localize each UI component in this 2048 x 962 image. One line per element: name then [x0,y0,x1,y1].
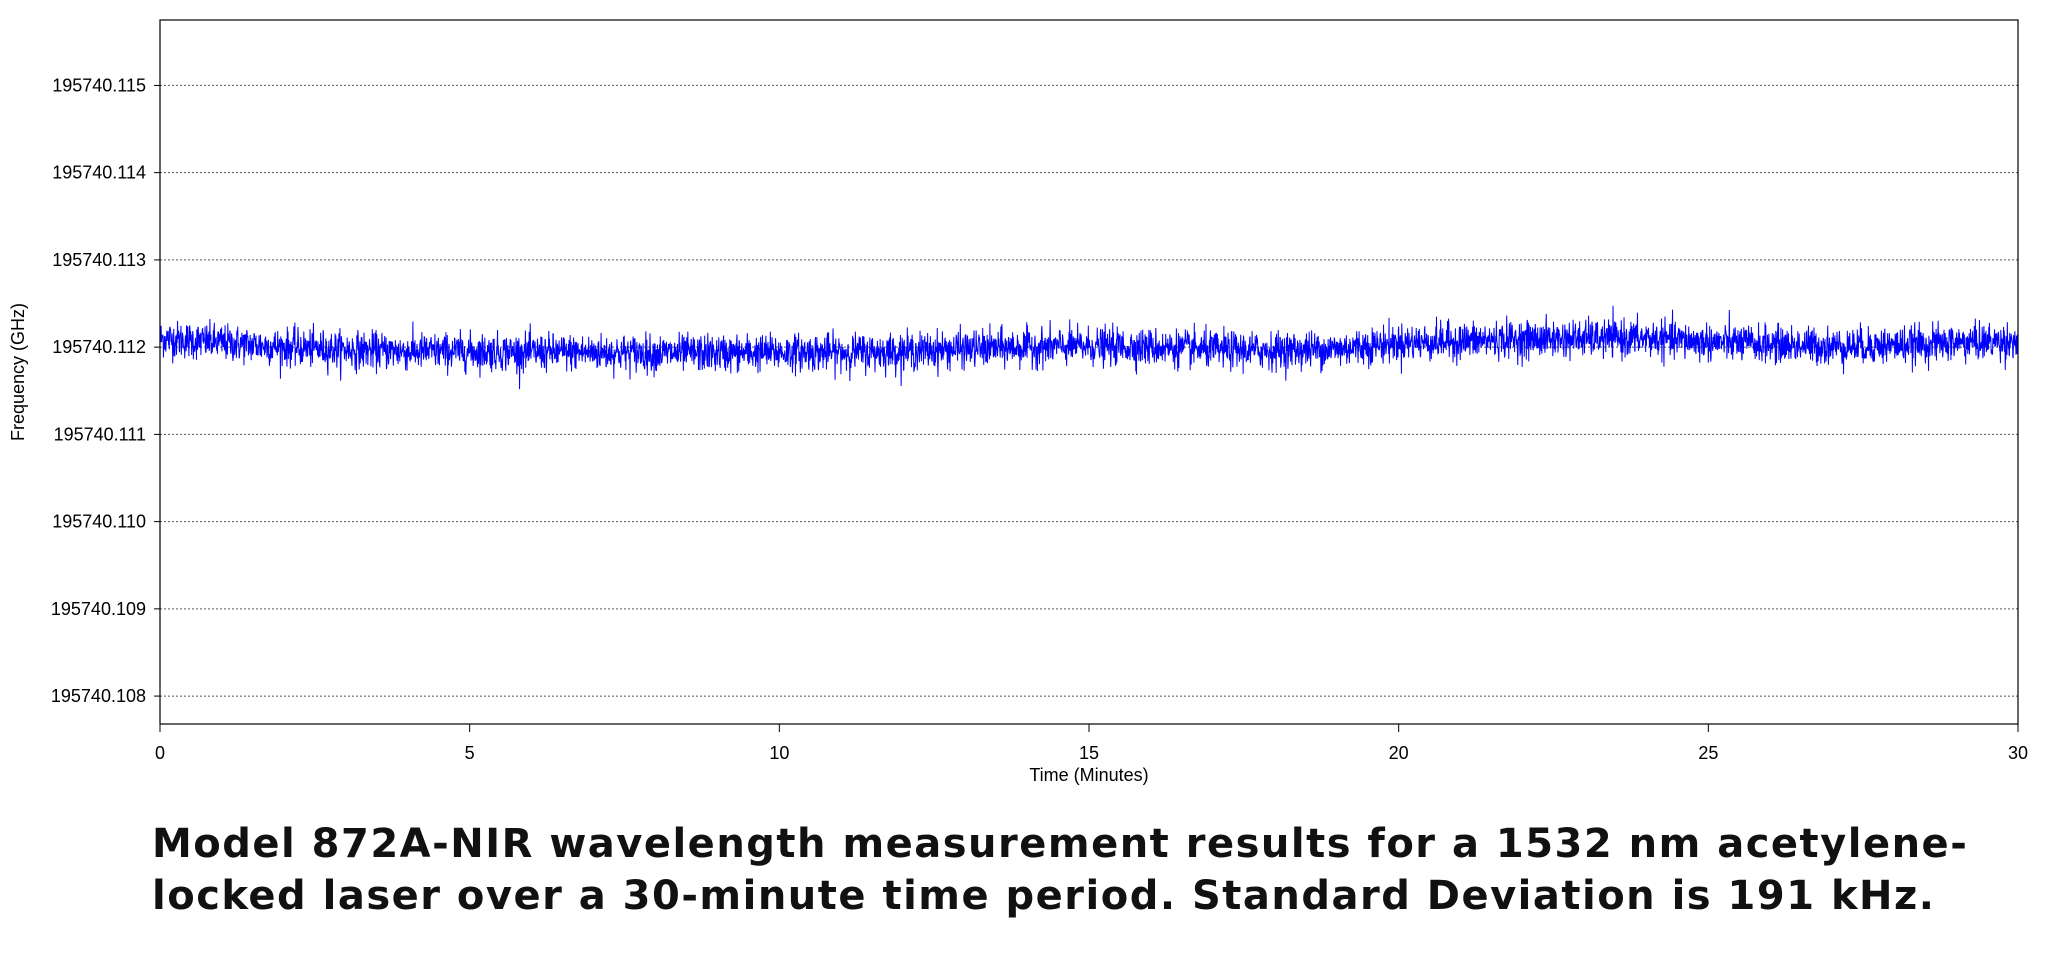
y-tick-label: 195740.114 [52,163,146,183]
x-tick-label: 10 [769,743,789,763]
x-tick-label: 15 [1079,743,1099,763]
frequency-chart: 195740.108 195740.109 195740.110 195740.111… [8,19,2028,785]
figure-caption: Model 872A-NIR wavelength measurement re… [152,821,1969,919]
y-tick-label: 195740.108 [51,686,146,706]
x-tick-label: 30 [2008,743,2028,763]
y-tick-label: 195740.115 [52,75,146,95]
y-tick-label: 195740.112 [52,337,146,357]
gridlines [160,84,2018,697]
y-tick-label: 195740.111 [54,424,146,444]
x-tick-label: 25 [1698,743,1718,763]
x-axis-title: Time (Minutes) [1029,765,1148,785]
y-tick-label: 195740.109 [51,599,146,619]
frequency-series-line [159,305,2019,390]
x-tick-label: 5 [465,743,475,763]
plot-area [159,19,2019,725]
y-axis: 195740.108 195740.109 195740.110 195740.111… [51,75,160,706]
x-tick-label: 0 [155,743,165,763]
y-tick-label: 195740.113 [52,250,146,270]
y-axis-title: Frequency (GHz) [8,303,28,441]
x-axis: 0 5 10 15 20 25 30 [155,724,2028,763]
frequency-trace [159,305,2019,390]
x-tick-label: 20 [1389,743,1409,763]
y-tick-label: 195740.110 [52,512,146,532]
